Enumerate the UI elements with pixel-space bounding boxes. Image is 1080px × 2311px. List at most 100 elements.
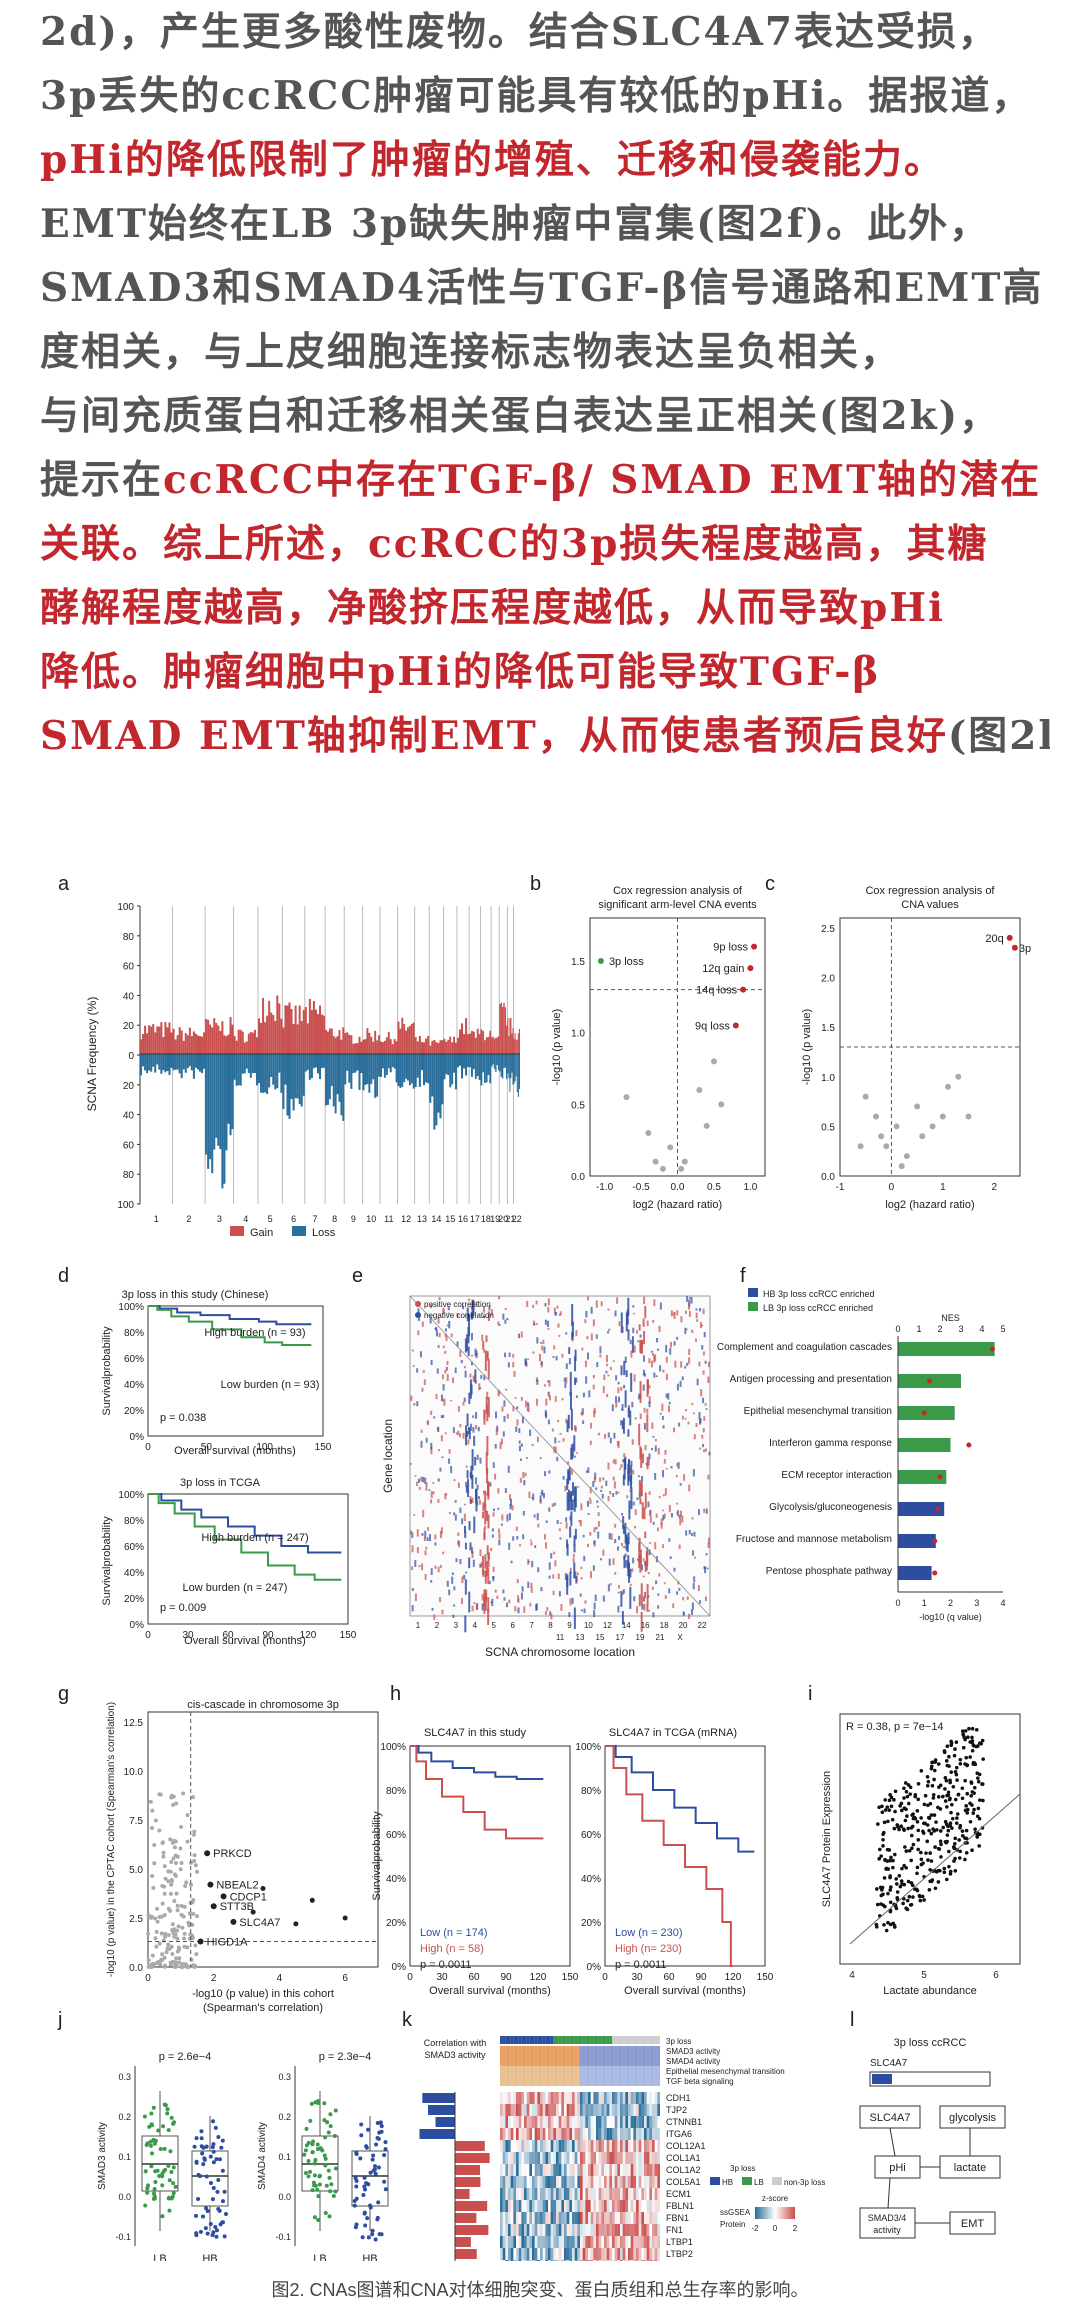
heatmap-cell	[580, 2200, 583, 2212]
tick-label: 1	[940, 1182, 946, 1193]
loss-bar	[344, 1054, 347, 1085]
heatmap-cell	[617, 2248, 620, 2260]
heatmap-cell	[542, 2116, 546, 2128]
gain-bar	[451, 1042, 454, 1054]
heatmap-cell	[582, 2236, 586, 2248]
ssgsea-cell	[625, 2046, 628, 2056]
correlation-bar	[427, 2105, 455, 2115]
correlation-bar	[455, 2165, 481, 2175]
heatmap-cell	[564, 2176, 567, 2188]
heatmap-band-cell	[483, 1532, 486, 1541]
annotation-cell	[628, 2036, 631, 2044]
legend-loss-label: Loss	[312, 1227, 336, 1239]
data-point	[316, 2194, 321, 2199]
heatmap-band-cell	[572, 1482, 575, 1496]
data-point	[886, 1891, 890, 1896]
heatmap-band-cell	[643, 1603, 646, 1611]
tick-label: 0.0	[118, 2192, 131, 2202]
data-point	[363, 2223, 368, 2228]
data-point	[964, 1755, 969, 1760]
data-point	[965, 1763, 970, 1767]
gene-label: COL1A1	[666, 2153, 701, 2163]
heatmap-cell	[638, 2140, 642, 2152]
data-point	[165, 2111, 170, 2116]
data-point	[946, 1790, 951, 1795]
heatmap-band-cell	[466, 1431, 469, 1438]
loss-bar	[401, 1054, 404, 1087]
heatmap-band-cell	[484, 1570, 487, 1584]
heatmap-cell	[553, 2200, 556, 2212]
data-point	[153, 2179, 158, 2184]
loss-bar	[247, 1054, 250, 1073]
data-point	[880, 1885, 885, 1890]
data-point	[893, 1809, 897, 1814]
heatmap-band-cell	[487, 1481, 490, 1496]
heatmap-cell	[664, 1449, 667, 1455]
heatmap-cell	[526, 2260, 530, 2272]
ssgsea-cell	[598, 2056, 602, 2066]
data-point	[180, 1925, 185, 1930]
loss-bar	[493, 1054, 496, 1069]
legend-hb: HB 3p loss ccRCC enriched	[763, 1289, 875, 1299]
tick-label: 9	[567, 1621, 572, 1630]
ssgsea-cell	[545, 2046, 548, 2056]
heatmap-cell	[636, 2248, 639, 2260]
text-segment: 酵解程度越高，净酸挤压程度越低，从而导致pHi	[40, 585, 945, 631]
heatmap-cell	[553, 2188, 556, 2200]
heatmap-cell	[561, 1398, 564, 1401]
data-point	[942, 1866, 947, 1871]
gain-bar	[484, 1040, 486, 1054]
tick-label: 7.5	[129, 1816, 143, 1827]
ssgsea-cell	[572, 2076, 575, 2086]
heatmap-cell	[657, 2212, 660, 2224]
data-point	[933, 1760, 938, 1764]
heatmap-cell	[497, 1321, 500, 1325]
heatmap-cell	[441, 1374, 444, 1380]
heatmap-cell	[617, 1585, 620, 1589]
loss-bar	[465, 1054, 468, 1076]
heatmap-cell	[641, 2128, 644, 2140]
heatmap-cell	[524, 1358, 527, 1366]
heatmap-cell	[564, 2260, 567, 2272]
heatmap-cell	[556, 1305, 559, 1309]
colorbar-cell	[762, 2207, 763, 2219]
heatmap-cell	[596, 1505, 599, 1508]
heatmap-cell	[564, 2152, 567, 2164]
heatmap-cell	[604, 2260, 607, 2272]
heatmap-cell	[564, 2212, 567, 2224]
ssgsea-cell	[574, 2046, 578, 2056]
pathway-label: Glycolysis/gluconeogenesis	[769, 1502, 892, 1513]
data-point	[322, 2101, 327, 2106]
heatmap-cell	[652, 2164, 655, 2176]
heatmap-cell	[515, 1426, 518, 1432]
tick-label: 2	[435, 1621, 440, 1630]
tick-label: 1.0	[743, 1182, 757, 1193]
heatmap-cell	[612, 2152, 615, 2164]
gain-bar	[429, 1045, 432, 1054]
gain-bar	[370, 1036, 373, 1054]
text-segment: pHi的降低限制了肿瘤的增殖、迁移和侵袭能力。	[40, 137, 945, 183]
gain-bar	[174, 1039, 177, 1054]
statistic-label: R = 0.38, p = 7e−14	[846, 1721, 944, 1733]
data-point	[208, 2154, 213, 2159]
heatmap-cell	[569, 2248, 572, 2260]
annotation-cell	[657, 2036, 660, 2044]
heatmap-cell	[652, 2140, 655, 2152]
legend-gain-label: Gain	[250, 1227, 273, 1239]
heatmap-cell	[644, 2164, 647, 2176]
heatmap-cell	[596, 2236, 599, 2248]
heatmap-cell	[685, 1409, 688, 1412]
heatmap-cell	[548, 1575, 551, 1579]
loss-bar	[319, 1054, 322, 1080]
tick-label: 0.5	[571, 1100, 585, 1111]
heatmap-cell	[657, 2104, 660, 2116]
heatmap-cell	[604, 2188, 607, 2200]
heatmap-cell	[582, 2092, 586, 2104]
ssgsea-cell	[633, 2066, 636, 2076]
annotation-cell	[537, 2036, 540, 2044]
heatmap-cell	[703, 1449, 706, 1453]
heatmap-cell	[598, 2092, 602, 2104]
data-point	[969, 1780, 974, 1784]
annotation-cell	[510, 2036, 514, 2044]
tick-label: 60	[123, 1140, 135, 1151]
